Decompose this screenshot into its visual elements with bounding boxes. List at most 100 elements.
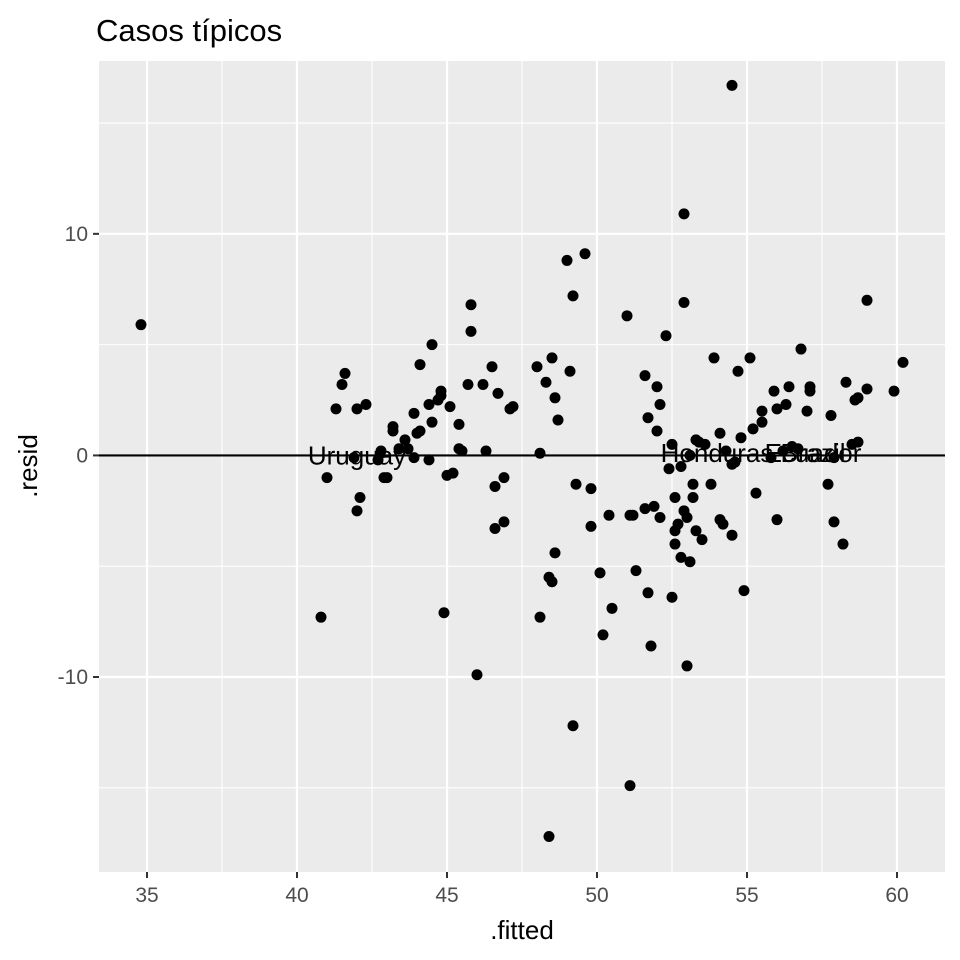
data-point [687,492,699,504]
data-point [696,534,708,546]
data-point [825,410,837,422]
data-point [756,405,768,417]
data-point [714,427,726,439]
data-point [456,445,468,457]
data-point [453,418,465,430]
data-point [426,416,438,428]
data-point [498,516,510,528]
data-point [777,445,789,457]
data-point [675,551,687,563]
data-point [438,607,450,619]
data-point [534,611,546,623]
data-point [708,352,720,364]
data-point [765,452,777,464]
data-point [480,445,492,457]
data-points [135,79,909,843]
data-point [477,379,489,391]
data-point [828,452,840,464]
data-point [888,385,900,397]
data-point [534,447,546,459]
data-point [552,414,564,426]
data-point [348,452,360,464]
x-axis-title: .fitted [490,915,554,945]
data-point [465,299,477,311]
data-point [408,407,420,419]
data-point [687,478,699,490]
data-point [651,425,663,437]
data-point [492,387,504,399]
data-point [336,379,348,391]
data-point [351,505,363,517]
data-point [621,310,633,322]
data-point [747,423,759,435]
data-point [465,325,477,337]
data-point [756,416,768,428]
data-point [801,405,813,417]
data-point [549,392,561,404]
data-point [393,443,405,455]
data-point [315,611,327,623]
data-point [471,669,483,681]
data-point [681,511,693,523]
data-point [726,529,738,541]
data-point [387,425,399,437]
data-point [642,587,654,599]
data-point [684,449,696,461]
data-point [423,454,435,466]
data-point [690,525,702,537]
data-point [447,467,459,479]
data-point [642,412,654,424]
data-point [372,454,384,466]
data-point [339,367,351,379]
data-point [426,339,438,351]
data-point [381,472,393,484]
data-point [489,523,501,535]
point-label-uruguay: Uruguay [308,440,406,470]
data-point [738,585,750,597]
data-point [726,79,738,91]
data-point [828,516,840,528]
data-point [444,401,456,413]
data-point [783,381,795,393]
data-point [681,660,693,672]
data-point [321,472,333,484]
data-point [645,640,657,652]
y-tick-label: 0 [76,444,88,467]
data-point [435,390,447,402]
data-point [531,361,543,373]
data-point [375,445,387,457]
data-point [840,376,852,388]
data-point [414,425,426,437]
data-point [792,443,804,455]
data-point [768,385,780,397]
x-tick-label: 45 [435,884,458,907]
data-point [408,452,420,464]
data-point [684,556,696,568]
x-tick-label: 50 [585,884,608,907]
data-point [567,290,579,302]
data-point [594,567,606,579]
x-tick-label: 40 [285,884,308,907]
data-point [330,403,342,415]
data-point [852,392,864,404]
data-point [639,503,651,515]
point-label-honduras: Honduras [661,438,774,468]
y-axis-ticks: -10 0 10 [58,223,99,689]
data-point [771,514,783,526]
data-point [735,432,747,444]
data-point [399,434,411,446]
data-point [822,478,834,490]
data-point [717,518,729,530]
data-point [546,352,558,364]
data-point [666,591,678,603]
data-point [627,509,639,521]
data-point [678,208,690,220]
data-point [639,370,651,382]
minor-gridlines [99,61,945,872]
data-point [732,365,744,377]
x-tick-label: 35 [135,884,158,907]
x-axis-ticks: 35 40 45 50 55 60 [135,872,909,907]
y-tick-label: 10 [65,223,88,246]
data-point [549,547,561,559]
